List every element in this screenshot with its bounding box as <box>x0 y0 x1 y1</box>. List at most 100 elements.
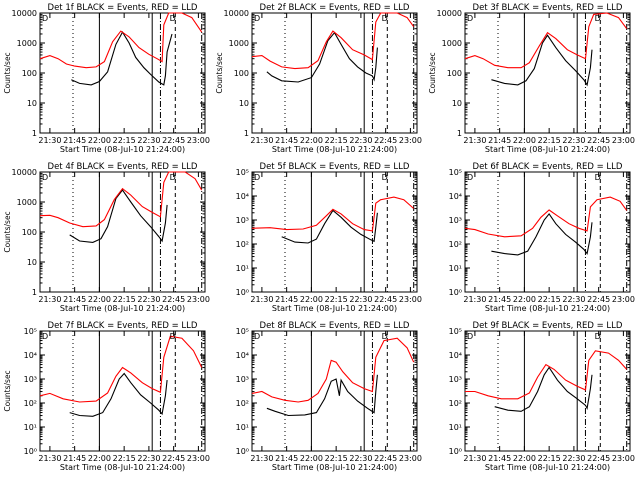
panel-title: Det 4f BLACK = Events, RED = LLD <box>48 162 198 172</box>
y-tick-label: 1 <box>457 129 462 138</box>
x-tick-label: 22:15 <box>113 454 136 463</box>
panel-title: Det 8f BLACK = Events, RED = LLD <box>260 321 410 331</box>
y-tick-label: 1 <box>32 129 37 138</box>
y-tick-label: 10² <box>449 399 462 408</box>
marker-annotation: D <box>595 173 601 182</box>
y-tick-label: 10000 <box>12 9 37 18</box>
y-tick-label: 10⁵ <box>449 168 462 177</box>
events-series-line <box>491 34 593 87</box>
x-tick-label: 23:00 <box>399 295 422 304</box>
x-tick-label: 21:30 <box>250 295 273 304</box>
marker-annotation: D <box>595 14 601 23</box>
y-tick-label: 1 <box>32 288 37 297</box>
lld-series-line <box>39 335 203 403</box>
y-tick-label: 10² <box>236 240 249 249</box>
events-series-line <box>491 212 593 256</box>
y-axis-label: Counts/sec <box>3 52 12 93</box>
x-tick-label: 22:15 <box>113 136 136 145</box>
x-tick-label: 22:15 <box>538 454 561 463</box>
corner-annotation: D <box>254 332 260 341</box>
y-tick-label: 1000 <box>17 198 37 207</box>
y-tick-label: 100 <box>234 69 249 78</box>
y-tick-label: 100 <box>22 69 37 78</box>
y-tick-label: 10 <box>27 99 37 108</box>
events-series-line <box>69 189 168 243</box>
x-tick-label: 22:45 <box>162 454 185 463</box>
x-axis-label: Start Time (08-Jul-10 21:24:00) <box>485 145 610 154</box>
x-tick-label: 22:15 <box>113 295 136 304</box>
y-tick-label: 10⁵ <box>236 168 249 177</box>
x-tick-label: 21:30 <box>250 136 273 145</box>
x-tick-label: 22:15 <box>538 295 561 304</box>
x-tick-label: 21:30 <box>463 295 486 304</box>
y-axis-label: Counts/sec <box>3 370 12 411</box>
y-tick-label: 10² <box>236 399 249 408</box>
x-tick-label: 23:00 <box>612 136 635 145</box>
x-tick-label: 21:30 <box>463 454 486 463</box>
lld-series-line <box>464 12 628 69</box>
x-tick-label: 21:45 <box>488 136 511 145</box>
y-tick-label: 10 <box>452 99 462 108</box>
y-axis-label: Counts/sec <box>215 52 224 93</box>
plot-frame <box>464 330 631 452</box>
y-tick-label: 10³ <box>449 216 462 225</box>
plot-frame <box>39 12 206 134</box>
x-tick-label: 22:15 <box>325 136 348 145</box>
x-tick-label: 22:00 <box>513 136 536 145</box>
y-tick-label: 10⁴ <box>449 192 462 201</box>
x-tick-label: 22:30 <box>349 295 372 304</box>
detector-panel: Det 4f BLACK = Events, RED = LLD 1 10 100 10… <box>3 162 210 313</box>
x-tick-label: 22:45 <box>587 136 610 145</box>
x-tick-label: 21:30 <box>38 295 61 304</box>
lld-series-line <box>39 171 203 228</box>
x-tick-label: 22:45 <box>587 454 610 463</box>
x-tick-label: 23:00 <box>612 454 635 463</box>
x-tick-label: 21:45 <box>63 454 86 463</box>
detector-panel: Det 9f BLACK = Events, RED = LLD 10⁰ 10¹ 10… <box>449 321 635 472</box>
y-tick-label: 10² <box>449 240 462 249</box>
corner-annotation: D <box>42 332 48 341</box>
detector-panel: Det 8f BLACK = Events, RED = LLD 10⁰ 10¹ 10… <box>236 321 422 472</box>
x-tick-label: 22:00 <box>88 136 111 145</box>
y-tick-label: 10² <box>24 399 37 408</box>
corner-annotation: D <box>254 14 260 23</box>
corner-annotation: D <box>467 332 473 341</box>
x-tick-label: 21:30 <box>38 136 61 145</box>
events-series-line <box>494 366 593 412</box>
y-tick-label: 10¹ <box>449 264 462 273</box>
x-tick-label: 22:15 <box>538 136 561 145</box>
panel-title: Det 1f BLACK = Events, RED = LLD <box>48 3 198 13</box>
x-tick-label: 23:00 <box>612 295 635 304</box>
x-tick-label: 22:45 <box>374 454 397 463</box>
y-tick-label: 10⁴ <box>236 351 249 360</box>
y-tick-label: 10⁵ <box>236 327 249 336</box>
y-tick-label: 10000 <box>437 9 462 18</box>
x-tick-label: 22:45 <box>162 136 185 145</box>
y-axis-label: Counts/sec <box>428 52 437 93</box>
lld-series-line <box>251 337 415 403</box>
x-tick-label: 22:30 <box>562 136 585 145</box>
y-tick-label: 10 <box>27 258 37 267</box>
y-tick-label: 10³ <box>449 375 462 384</box>
x-tick-label: 22:30 <box>137 454 160 463</box>
marker-annotation: D <box>382 173 388 182</box>
x-tick-label: 22:00 <box>300 295 323 304</box>
x-tick-label: 22:45 <box>587 295 610 304</box>
panel-title: Det 2f BLACK = Events, RED = LLD <box>260 3 410 13</box>
lld-series-line <box>251 12 415 70</box>
lld-series-line <box>464 196 628 238</box>
plot-frame <box>251 12 418 134</box>
x-tick-label: 22:45 <box>162 295 185 304</box>
x-tick-label: 22:00 <box>513 454 536 463</box>
x-tick-label: 22:45 <box>374 136 397 145</box>
y-tick-label: 10¹ <box>236 423 249 432</box>
corner-annotation: D <box>254 173 260 182</box>
plot-frame <box>39 330 206 452</box>
detector-panel: Det 3f BLACK = Events, RED = LLD 1 10 100 10… <box>428 3 635 154</box>
x-tick-label: 21:45 <box>488 295 511 304</box>
y-tick-label: 10⁴ <box>24 351 37 360</box>
x-tick-label: 21:30 <box>38 454 61 463</box>
x-tick-label: 22:45 <box>374 295 397 304</box>
corner-annotation: D <box>467 173 473 182</box>
plot-frame <box>464 171 631 293</box>
